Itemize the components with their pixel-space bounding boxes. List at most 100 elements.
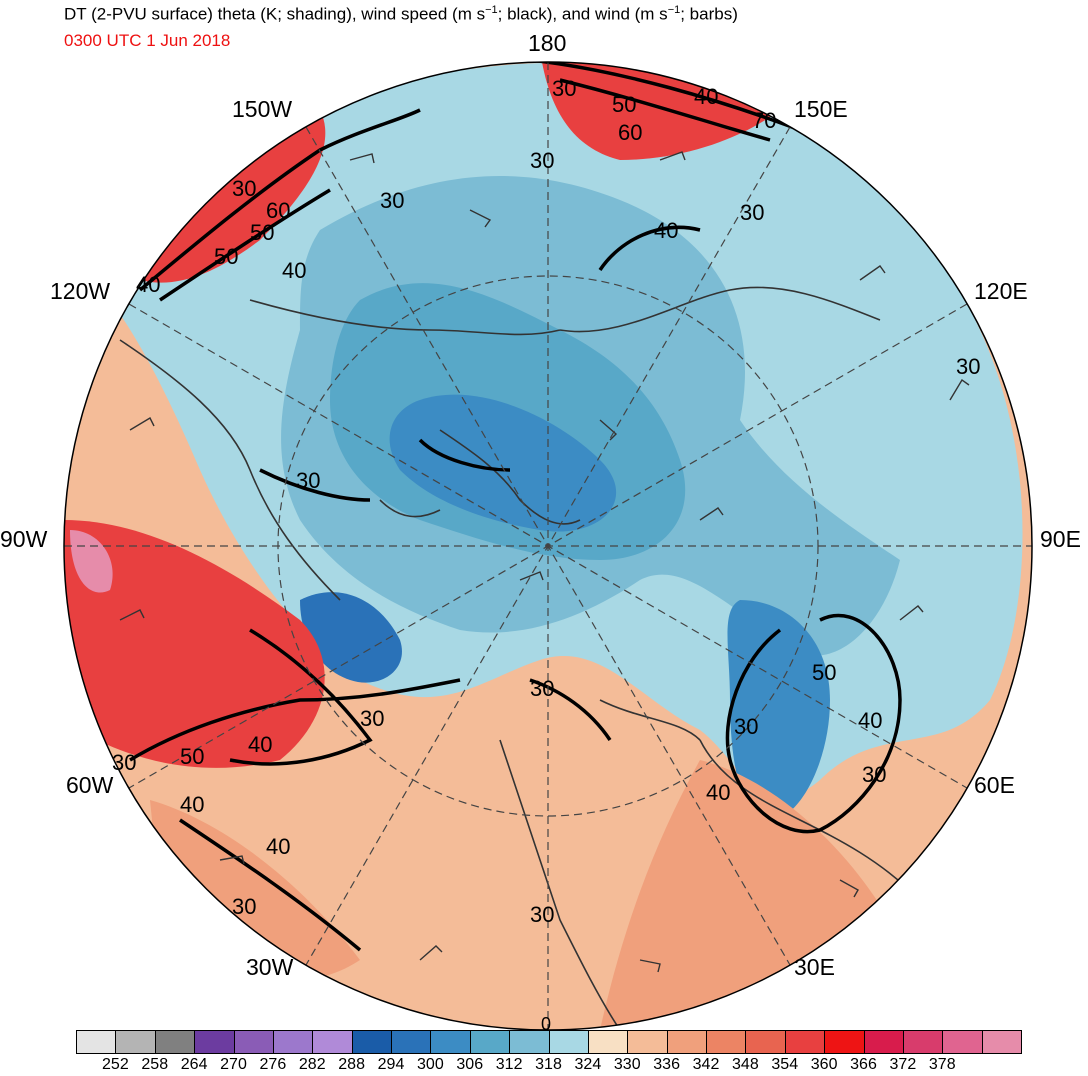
west-trough xyxy=(300,592,402,683)
colorbar-tick-label: 252 xyxy=(102,1056,129,1073)
colorbar-tick-label: 372 xyxy=(889,1056,917,1073)
colorbar-swatch xyxy=(863,1030,904,1054)
contour-label: 30 xyxy=(530,676,554,701)
colorbar-swatch xyxy=(509,1030,550,1054)
colorbar-swatch xyxy=(115,1030,156,1054)
colorbar-tick-label: 270 xyxy=(220,1056,247,1073)
colorbar-tick-label: 324 xyxy=(574,1056,602,1073)
lon-label-150e: 150E xyxy=(794,96,848,122)
contour-label: 30 xyxy=(530,902,554,927)
contour-label: 30 xyxy=(740,200,764,225)
colorbar-swatch xyxy=(154,1030,196,1054)
colorbar xyxy=(76,1030,1022,1054)
contour-label: 30 xyxy=(862,762,886,787)
contour-label: 70 xyxy=(752,108,776,133)
contour-label: 40 xyxy=(694,84,718,109)
colorbar-tick-label: 366 xyxy=(850,1056,877,1073)
contour-label: 30 xyxy=(552,76,576,101)
contour-label: 40 xyxy=(136,272,160,297)
colorbar-tick-label: 258 xyxy=(141,1056,169,1073)
lon-label-180: 180 xyxy=(528,30,567,56)
colorbar-swatch xyxy=(627,1030,668,1054)
contour-label: 40 xyxy=(706,780,730,805)
colorbar-tick-label: 294 xyxy=(377,1056,405,1073)
coastlines xyxy=(119,286,921,1030)
hot-region-west xyxy=(64,520,325,768)
colorbar-tick-label: 282 xyxy=(298,1056,326,1073)
colorbar-swatch xyxy=(430,1030,471,1054)
colorbar-swatch xyxy=(902,1030,944,1054)
contour-label: 50 xyxy=(250,220,274,245)
lon-label-120e: 120E xyxy=(974,278,1028,304)
colorbar-tick-label: 348 xyxy=(732,1056,759,1073)
contour-label: 40 xyxy=(248,732,272,757)
colorbar-tick-label: 318 xyxy=(535,1056,562,1073)
contour-label: 40 xyxy=(858,708,882,733)
colorbar-swatch xyxy=(784,1030,826,1054)
lon-label-60e: 60E xyxy=(974,772,1015,798)
contour-label: 30 xyxy=(530,148,554,173)
map-boundary xyxy=(63,61,1033,1030)
colorbar-swatch xyxy=(194,1030,235,1054)
colorbar-tick-label: 336 xyxy=(653,1056,680,1073)
colorbar-tick-label: 264 xyxy=(180,1056,208,1073)
colorbar-swatch xyxy=(233,1030,274,1054)
colorbar-tick-label: 276 xyxy=(259,1056,287,1073)
wind-speed-contours xyxy=(129,62,902,952)
colorbar-swatch xyxy=(548,1030,589,1054)
colorbar-tick-label: 306 xyxy=(456,1056,484,1073)
colorbar-tick-label: 360 xyxy=(810,1056,838,1073)
contour-label: 60 xyxy=(266,198,290,223)
contour-label: 50 xyxy=(612,92,636,117)
contour-label: 40 xyxy=(282,258,306,283)
colorbar-swatch xyxy=(391,1030,432,1054)
colorbar-tick-label: 300 xyxy=(417,1056,444,1073)
contour-label: 30 xyxy=(296,468,320,493)
hot-region-north xyxy=(540,62,780,160)
lon-label-150w: 150W xyxy=(232,96,293,122)
contour-label: 30 xyxy=(734,714,758,739)
valid-time: 0300 UTC 1 Jun 2018 xyxy=(64,31,231,50)
coldest-core xyxy=(389,394,617,532)
colorbar-swatch xyxy=(312,1030,353,1054)
east-trough xyxy=(727,600,830,820)
contour-label: 50 xyxy=(812,660,836,685)
colorbar-tick-label: 378 xyxy=(928,1056,956,1073)
colorbar-swatch xyxy=(76,1030,117,1054)
colorbar-swatch xyxy=(942,1030,983,1054)
contour-label: 30 xyxy=(380,188,404,213)
lon-label-90e: 90E xyxy=(1040,526,1081,552)
contour-label: 40 xyxy=(180,792,204,817)
colorbar-labels: 252 258 264 270 276 282 288 294 300 306 312 318 324 3… xyxy=(76,1056,1021,1076)
contour-label: 30 xyxy=(956,354,980,379)
polar-stereographic-map: 30 40 50 60 70 40 30 50 40 30 40 50 30 4… xyxy=(63,61,1033,1030)
colorbar-tick-label: 312 xyxy=(495,1056,523,1073)
colorbar-tick-label: 330 xyxy=(613,1056,641,1073)
hot-region-northwest xyxy=(140,110,326,283)
lon-label-120w: 120W xyxy=(50,278,111,304)
colorbar-swatch xyxy=(351,1030,392,1054)
colorbar-swatch xyxy=(824,1030,865,1054)
colorbar-swatch xyxy=(469,1030,511,1054)
colorbar-swatch xyxy=(272,1030,314,1054)
colorbar-tick-label: 288 xyxy=(338,1056,365,1073)
lon-label-0: 0 xyxy=(541,1014,552,1034)
contour-label: 50 xyxy=(214,244,238,269)
lon-label-90w: 90W xyxy=(0,526,48,552)
contour-value-labels: 30 40 50 60 70 40 30 50 40 30 40 50 30 4… xyxy=(112,76,980,927)
colorbar-tick-label: 342 xyxy=(692,1056,720,1073)
lon-label-60w: 60W xyxy=(66,772,114,798)
contour-label: 50 xyxy=(180,744,204,769)
colorbar-tick-label: 354 xyxy=(771,1056,799,1073)
contour-label: 40 xyxy=(266,834,290,859)
contour-label: 30 xyxy=(232,176,256,201)
colorbar-swatch xyxy=(706,1030,747,1054)
graticule xyxy=(64,62,1032,1030)
contour-label: 60 xyxy=(618,120,642,145)
colorbar-swatch xyxy=(666,1030,707,1054)
colorbar-swatch xyxy=(745,1030,786,1054)
lon-label-30w: 30W xyxy=(246,954,294,980)
colorbar-swatch xyxy=(587,1030,629,1054)
contour-label: 30 xyxy=(232,894,256,919)
contour-label: 30 xyxy=(360,706,384,731)
